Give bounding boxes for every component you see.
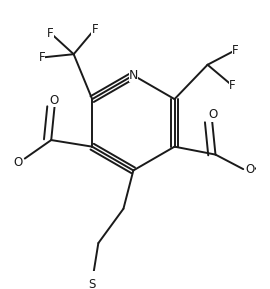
Text: F: F: [232, 44, 239, 57]
Text: O: O: [245, 163, 254, 176]
Text: O: O: [49, 94, 59, 107]
Text: O: O: [14, 156, 23, 169]
Text: F: F: [229, 79, 236, 92]
Text: F: F: [39, 51, 45, 64]
Text: F: F: [47, 27, 54, 40]
Text: O: O: [208, 108, 217, 121]
Text: S: S: [88, 277, 95, 289]
Text: N: N: [129, 69, 138, 82]
Text: F: F: [92, 23, 98, 36]
